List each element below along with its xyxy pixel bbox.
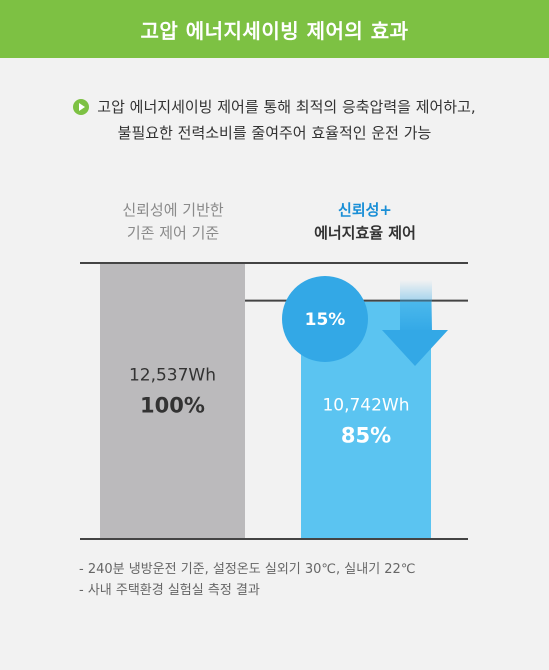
play-bullet-icon	[73, 99, 90, 115]
right-column-label: 신뢰성+ 에너지효율 제어	[290, 199, 440, 245]
right-column-label-line-1: 신뢰성+	[338, 201, 392, 219]
bar-2-value-label: 10,742Wh	[322, 395, 409, 415]
footnotes: - 240분 냉방운전 기준, 설정온도 실외기 30℃, 실내기 22℃ - …	[79, 559, 415, 601]
footnote-2: - 사내 주택환경 실험실 측정 결과	[79, 583, 260, 598]
bar-1-percent-label: 100%	[140, 394, 205, 418]
reduction-badge-label: 15%	[305, 310, 346, 330]
header-bar: 고압 에너지세이빙 제어의 효과	[0, 0, 549, 58]
footnote-1: - 240분 냉방운전 기준, 설정온도 실외기 30℃, 실내기 22℃	[79, 562, 416, 577]
page-title: 고압 에너지세이빙 제어의 효과	[140, 18, 409, 43]
description: 고압 에너지세이빙 제어를 통해 최적의 응축압력을 제어하고, 불필요한 전력…	[0, 94, 549, 146]
left-column-label-line-1: 신뢰성에 기반한	[122, 201, 224, 219]
right-column-label-line-2: 에너지효율 제어	[314, 224, 416, 242]
left-column-label-line-2: 기존 제어 기준	[126, 224, 220, 242]
description-line-2: 불필요한 전력소비를 줄여주어 효율적인 운전 가능	[117, 124, 432, 142]
bar-1	[100, 262, 245, 539]
bar-2-percent-label: 85%	[341, 423, 391, 447]
bar-1-value-label: 12,537Wh	[129, 366, 216, 386]
left-column-label: 신뢰성에 기반한 기존 제어 기준	[90, 199, 256, 245]
down-arrow-icon-shaft	[400, 280, 432, 332]
reduction-badge	[282, 276, 368, 362]
description-line-1: 고압 에너지세이빙 제어를 통해 최적의 응축압력을 제어하고,	[97, 98, 476, 116]
down-arrow-icon	[382, 330, 448, 366]
